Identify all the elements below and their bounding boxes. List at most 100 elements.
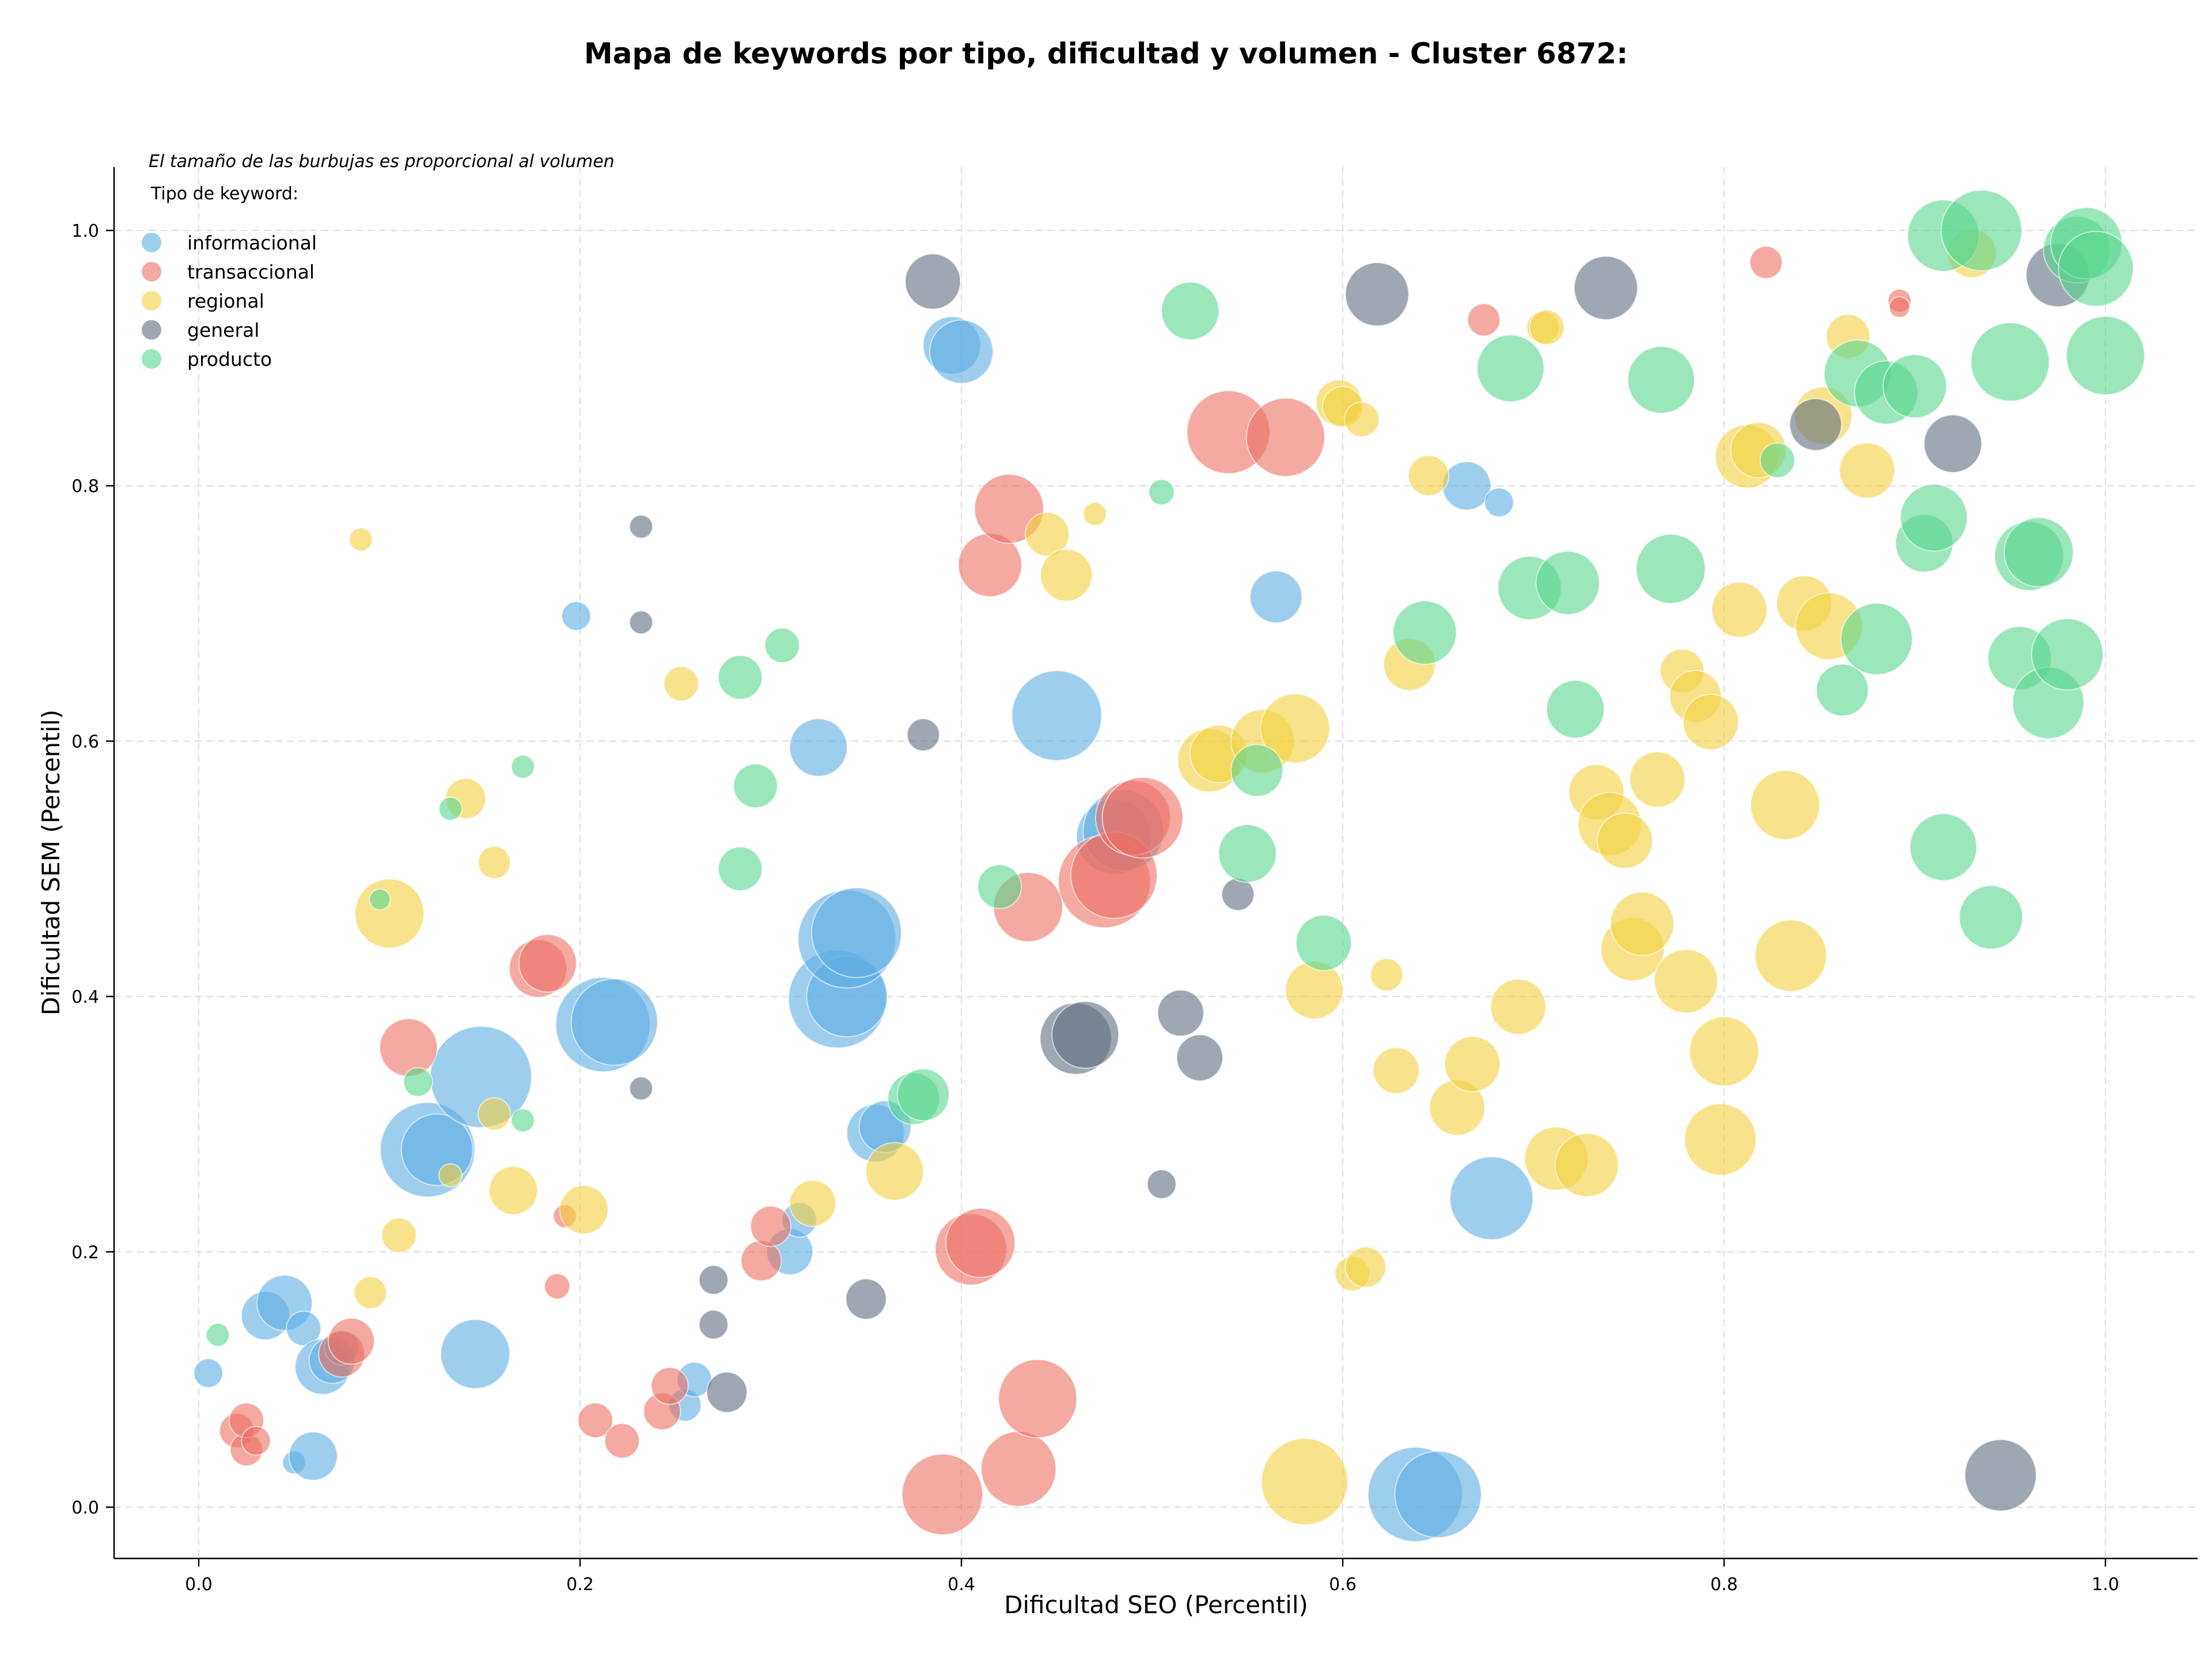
bubble-producto bbox=[1230, 744, 1284, 797]
bubble-regional bbox=[1372, 1047, 1420, 1095]
bubble-informacional bbox=[1484, 487, 1514, 518]
legend-item-producto: producto bbox=[142, 348, 272, 370]
bubble-general bbox=[628, 514, 653, 539]
bubble-regional bbox=[488, 1166, 539, 1216]
bubble-regional bbox=[1260, 693, 1331, 764]
bubble-regional bbox=[1529, 309, 1565, 346]
x-tick-label: 0.8 bbox=[1710, 1575, 1738, 1595]
bubble-informacional bbox=[1249, 570, 1303, 623]
series-transaccional bbox=[219, 245, 1912, 1535]
legend: informacional transaccional regional genera… bbox=[142, 232, 317, 370]
bubble-regional bbox=[1370, 958, 1404, 992]
x-axis-label: Dificultad SEO (Percentil) bbox=[1004, 1591, 1308, 1619]
x-tick-label: 1.0 bbox=[2092, 1575, 2119, 1595]
bubble-regional bbox=[1040, 548, 1093, 602]
bubble-producto bbox=[1635, 534, 1706, 604]
y-tick-label: 1.0 bbox=[71, 221, 99, 241]
bubble-transaccional bbox=[379, 1018, 438, 1077]
bubble-informacional bbox=[1394, 1450, 1482, 1538]
bubble-informacional bbox=[789, 718, 848, 777]
bubble-transaccional bbox=[518, 933, 577, 993]
y-axis-label: Dificultad SEM (Percentil) bbox=[37, 710, 65, 1016]
bubble-producto bbox=[2058, 230, 2134, 307]
bubble-producto bbox=[977, 864, 1022, 910]
bubble-producto bbox=[510, 754, 535, 779]
bubble-transaccional bbox=[577, 1402, 613, 1439]
bubble-regional bbox=[1490, 978, 1547, 1035]
bubble-producto bbox=[2066, 316, 2145, 396]
bubble-producto bbox=[1759, 442, 1796, 478]
bubble-regional bbox=[438, 1163, 463, 1187]
bubble-producto bbox=[1900, 483, 1968, 552]
legend-label: transaccional bbox=[187, 261, 315, 283]
bubble-regional bbox=[353, 1276, 387, 1310]
bubble-producto bbox=[1816, 663, 1869, 717]
bubble-transaccional bbox=[998, 1359, 1078, 1439]
series-producto bbox=[206, 190, 2145, 1347]
bubble-producto bbox=[438, 796, 463, 821]
bubble-producto bbox=[206, 1322, 230, 1347]
bubble-regional bbox=[1689, 1016, 1759, 1087]
bubble-transaccional bbox=[1101, 777, 1184, 859]
bubble-producto bbox=[718, 846, 763, 891]
bubble-producto bbox=[1546, 680, 1605, 739]
bubble-transaccional bbox=[604, 1422, 640, 1459]
bubble-transaccional bbox=[544, 1273, 571, 1300]
bubble-general bbox=[1176, 1034, 1224, 1081]
bubble-producto bbox=[1535, 550, 1600, 615]
legend-marker bbox=[142, 320, 161, 340]
bubble-regional bbox=[1344, 1246, 1387, 1288]
bubble-transaccional bbox=[1749, 245, 1783, 279]
series-general bbox=[628, 243, 2090, 1512]
y-tick-label: 0.0 bbox=[71, 1498, 99, 1518]
grid-lines bbox=[114, 167, 2198, 1558]
bubble-informacional bbox=[193, 1358, 224, 1388]
bubble-general bbox=[628, 610, 653, 635]
bubble-informacional bbox=[288, 1431, 338, 1481]
legend-marker bbox=[142, 291, 161, 311]
bubble-producto bbox=[1295, 914, 1352, 971]
bubble-general bbox=[1221, 877, 1255, 911]
bubble-regional bbox=[1682, 694, 1739, 751]
bubble-regional bbox=[381, 1217, 417, 1253]
bubble-layer bbox=[193, 190, 2145, 1542]
bubble-producto bbox=[510, 1108, 535, 1133]
bubble-regional bbox=[1749, 770, 1820, 841]
bubble-producto bbox=[2003, 517, 2074, 588]
bubble-regional bbox=[1684, 1103, 1757, 1176]
bubble-general bbox=[904, 253, 961, 310]
bubble-regional bbox=[478, 1097, 512, 1131]
bubble-producto bbox=[403, 1067, 433, 1098]
bubble-producto bbox=[2031, 618, 2104, 691]
legend-label: general bbox=[187, 319, 259, 342]
bubble-informacional bbox=[570, 978, 658, 1066]
bubble-general bbox=[1923, 414, 1983, 474]
bubble-regional bbox=[663, 665, 699, 702]
y-tick-label: 0.6 bbox=[71, 732, 99, 752]
bubble-informacional bbox=[561, 601, 592, 631]
bubble-informacional bbox=[810, 887, 902, 978]
legend-title: Tipo de keyword: bbox=[150, 184, 298, 204]
bubble-informacional bbox=[286, 1310, 322, 1346]
bubble-informacional bbox=[440, 1319, 510, 1390]
bubble-producto bbox=[1959, 885, 2024, 950]
bubble-transaccional bbox=[1888, 296, 1911, 318]
bubble-regional bbox=[1711, 581, 1768, 638]
bubble-transaccional bbox=[1467, 303, 1501, 337]
bubble-regional bbox=[1609, 891, 1675, 956]
bubble-regional bbox=[1596, 812, 1653, 869]
bubble-general bbox=[1573, 255, 1638, 320]
bubble-informacional bbox=[929, 319, 994, 384]
legend-label: producto bbox=[187, 348, 272, 370]
bubble-regional bbox=[349, 527, 373, 552]
axes bbox=[113, 167, 2198, 1560]
y-tick-label: 0.4 bbox=[71, 987, 99, 1008]
bubble-regional bbox=[1344, 401, 1380, 437]
legend-item-regional: regional bbox=[142, 290, 264, 312]
x-tick-label: 0.2 bbox=[566, 1575, 594, 1595]
bubble-general bbox=[698, 1265, 729, 1295]
legend-label: regional bbox=[187, 290, 264, 312]
legend-item-informacional: informacional bbox=[142, 232, 317, 254]
bubble-regional bbox=[865, 1142, 925, 1201]
